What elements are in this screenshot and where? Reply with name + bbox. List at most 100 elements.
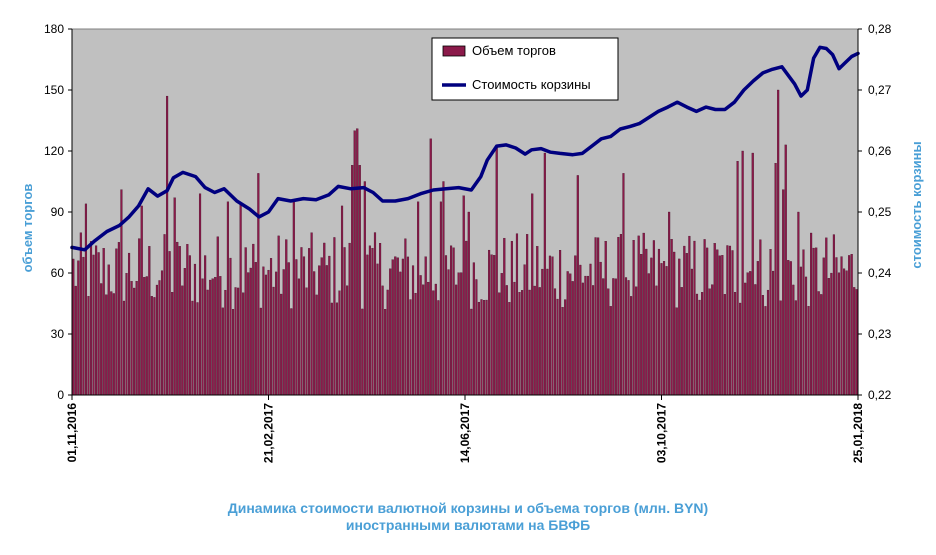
volume-bar (460, 272, 463, 396)
volume-bar (112, 293, 115, 396)
volume-bar (391, 259, 394, 396)
volume-bar (234, 287, 237, 396)
left-tick-label: 90 (51, 205, 65, 219)
volume-bar (726, 245, 729, 396)
volume-bar (475, 279, 478, 396)
volume-bar (125, 273, 128, 396)
volume-bar (338, 290, 341, 396)
volume-bar (110, 291, 113, 396)
volume-bar (493, 255, 496, 396)
volume-bar (551, 256, 554, 396)
volume-bar (229, 257, 232, 396)
volume-bar (561, 307, 564, 396)
volume-bar (77, 260, 80, 396)
volume-bar (434, 283, 437, 396)
volume-bar (789, 261, 792, 396)
volume-bar (389, 268, 392, 396)
volume-bar (571, 281, 574, 396)
volume-bar (315, 294, 318, 396)
volume-bar (216, 236, 219, 396)
volume-bar (87, 296, 90, 396)
volume-bar (211, 278, 214, 396)
volume-bar (731, 250, 734, 396)
volume-bar (706, 247, 709, 396)
volume-bar (107, 264, 110, 396)
left-tick-label: 120 (44, 144, 64, 158)
volume-bar (630, 296, 633, 396)
volume-bar (178, 246, 181, 396)
volume-bar (257, 173, 260, 396)
volume-bar (262, 266, 265, 396)
x-tick-label: 14,06,2017 (458, 403, 472, 463)
volume-bar (708, 288, 711, 396)
volume-bar (247, 272, 250, 396)
volume-bar (105, 294, 108, 396)
right-tick-label: 0,26 (868, 144, 892, 158)
volume-bar (782, 189, 785, 396)
volume-bar (673, 251, 676, 396)
volume-bar (452, 247, 455, 396)
volume-bar (794, 300, 797, 396)
volume-bar (376, 263, 379, 396)
volume-bar (701, 292, 704, 396)
caption-line-2: иностранными валютами на БВФБ (345, 517, 591, 533)
volume-bar (556, 298, 559, 396)
volume-bar (305, 287, 308, 396)
volume-bar (599, 261, 602, 396)
volume-bar (237, 287, 240, 396)
volume-bar (356, 128, 359, 396)
x-tick-label: 25,01,2018 (851, 403, 865, 463)
volume-bar (848, 255, 851, 396)
volume-bar (612, 278, 615, 396)
volume-bar (267, 269, 270, 396)
volume-bar (688, 235, 691, 396)
volume-bar (348, 242, 351, 396)
volume-bar (79, 232, 82, 396)
volume-bar (432, 290, 435, 396)
volume-bar (820, 294, 823, 396)
volume-bar (685, 253, 688, 396)
volume-bar (744, 282, 747, 396)
volume-bar (832, 234, 835, 396)
volume-bar (855, 289, 858, 396)
volume-bar (145, 276, 148, 396)
volume-bar (424, 256, 427, 396)
volume-bar (716, 249, 719, 396)
volume-bar (764, 306, 767, 396)
volume-bar (193, 263, 197, 396)
volume-bar (670, 239, 673, 396)
volume-bar (411, 265, 415, 396)
volume-bar (498, 292, 501, 396)
volume-bar (703, 239, 706, 396)
volume-bar (310, 232, 313, 396)
caption-line-1: Динамика стоимости валютной корзины и об… (227, 500, 709, 516)
volume-bar (95, 245, 98, 396)
volume-bar (214, 277, 217, 396)
volume-bar (553, 288, 557, 396)
volume-bar (325, 265, 328, 396)
volume-bar (333, 237, 336, 396)
volume-bar (837, 272, 841, 396)
volume-bar (406, 256, 410, 396)
volume-bar (695, 293, 699, 396)
volume-bar (609, 306, 612, 396)
volume-bar (480, 299, 483, 396)
volume-bar (840, 256, 843, 396)
volume-bar (444, 255, 448, 396)
volume-bar (766, 289, 770, 396)
volume-bar (698, 299, 701, 396)
volume-bar (761, 295, 764, 396)
volume-bar (343, 247, 346, 396)
legend: Объем торгов Стоимость корзины (431, 37, 619, 101)
volume-bar (602, 278, 605, 396)
volume-bar (546, 268, 549, 396)
volume-bar (295, 259, 298, 396)
volume-bar (231, 309, 235, 396)
volume-bar (531, 193, 534, 396)
volume-bar (130, 281, 133, 396)
volume-bar (488, 249, 491, 396)
volume-bar (292, 199, 295, 396)
volume-bar (576, 175, 579, 396)
volume-bar (690, 268, 693, 396)
volume-bar (368, 245, 371, 396)
